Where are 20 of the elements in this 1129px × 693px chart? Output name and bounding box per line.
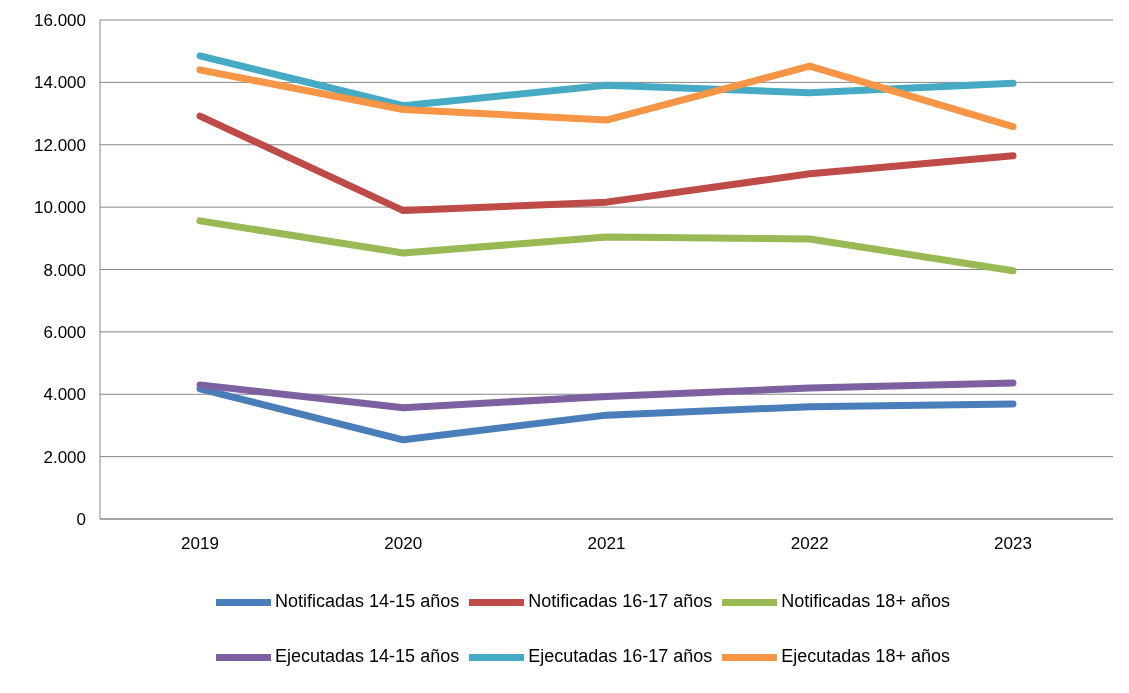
legend-label: Notificadas 18+ años — [781, 591, 950, 612]
legend-label: Notificadas 14-15 años — [275, 591, 460, 612]
x-tick-label: 2021 — [587, 534, 626, 554]
legend-label: Ejecutadas 16-17 años — [528, 646, 713, 667]
x-tick-label: 2023 — [994, 534, 1032, 554]
legend-label: Ejecutadas 18+ años — [781, 646, 950, 667]
y-tick-label: 10.000 — [34, 198, 86, 218]
y-tick-label: 2.000 — [43, 447, 86, 467]
y-tick-label: 4.000 — [43, 385, 86, 405]
y-tick-label: 16.000 — [34, 11, 86, 31]
x-tick-label: 2020 — [384, 534, 423, 554]
y-tick-label: 0 — [76, 510, 86, 530]
y-tick-label: 8.000 — [43, 260, 86, 280]
legend-label: Ejecutadas 14-15 años — [275, 646, 460, 667]
y-tick-label: 14.000 — [34, 73, 86, 93]
legend-label: Notificadas 16-17 años — [528, 591, 713, 612]
y-tick-label: 6.000 — [43, 322, 86, 342]
x-tick-label: 2019 — [181, 534, 219, 554]
x-tick-label: 2022 — [790, 534, 829, 554]
y-tick-label: 12.000 — [34, 135, 86, 155]
